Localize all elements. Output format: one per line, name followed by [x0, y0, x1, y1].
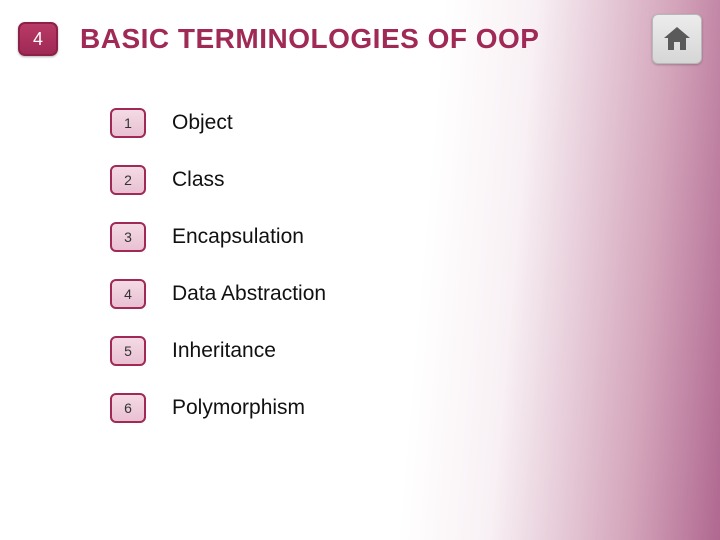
item-label: Inheritance	[172, 339, 276, 363]
terminology-list: 1 Object 2 Class 3 Encapsulation 4 Data …	[110, 108, 720, 423]
item-number: 1	[124, 115, 132, 131]
item-number-badge: 5	[110, 336, 146, 366]
item-label: Data Abstraction	[172, 282, 326, 306]
item-label: Encapsulation	[172, 225, 304, 249]
header: 4 BASIC TERMINOLOGIES OF OOP	[0, 0, 720, 56]
slide-number-badge: 4	[18, 22, 58, 56]
item-label: Class	[172, 168, 225, 192]
list-item: 2 Class	[110, 165, 720, 195]
item-label: Object	[172, 111, 233, 135]
item-number: 2	[124, 172, 132, 188]
list-item: 4 Data Abstraction	[110, 279, 720, 309]
item-number: 4	[124, 286, 132, 302]
home-button[interactable]	[652, 14, 702, 64]
item-number: 3	[124, 229, 132, 245]
item-number: 5	[124, 343, 132, 359]
home-icon	[660, 24, 694, 54]
list-item: 3 Encapsulation	[110, 222, 720, 252]
item-number-badge: 6	[110, 393, 146, 423]
list-item: 6 Polymorphism	[110, 393, 720, 423]
item-label: Polymorphism	[172, 396, 305, 420]
item-number-badge: 2	[110, 165, 146, 195]
list-item: 1 Object	[110, 108, 720, 138]
slide-number: 4	[33, 29, 43, 50]
list-item: 5 Inheritance	[110, 336, 720, 366]
item-number: 6	[124, 400, 132, 416]
item-number-badge: 3	[110, 222, 146, 252]
item-number-badge: 1	[110, 108, 146, 138]
item-number-badge: 4	[110, 279, 146, 309]
page-title: BASIC TERMINOLOGIES OF OOP	[80, 23, 539, 55]
